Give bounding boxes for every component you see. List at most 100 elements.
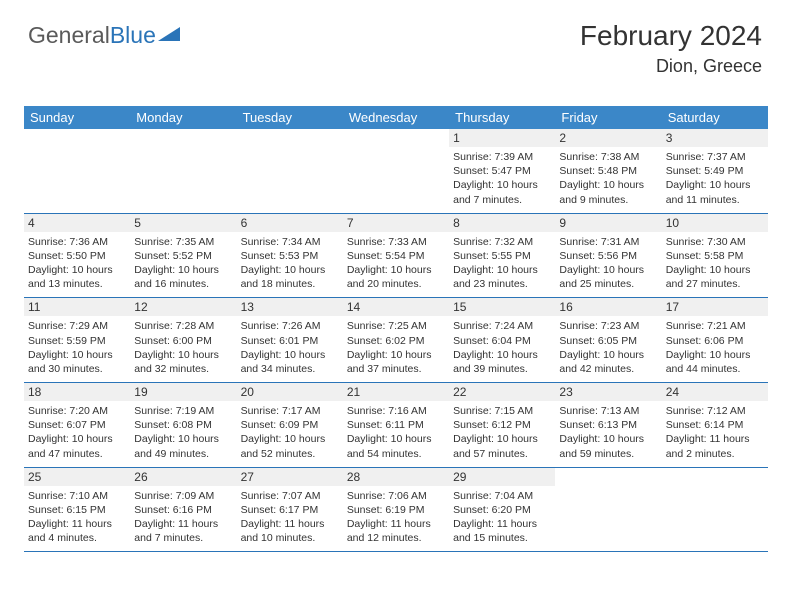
sunset-text: Sunset: 6:08 PM [134,418,232,432]
day-info: Sunrise: 7:31 AMSunset: 5:56 PMDaylight:… [559,235,657,292]
day-info: Sunrise: 7:33 AMSunset: 5:54 PMDaylight:… [347,235,445,292]
sunset-text: Sunset: 6:02 PM [347,334,445,348]
day-info: Sunrise: 7:39 AMSunset: 5:47 PMDaylight:… [453,150,551,207]
day-info: Sunrise: 7:15 AMSunset: 6:12 PMDaylight:… [453,404,551,461]
day-info: Sunrise: 7:37 AMSunset: 5:49 PMDaylight:… [666,150,764,207]
daylight-text: Daylight: 11 hours and 10 minutes. [241,517,339,545]
day-info: Sunrise: 7:25 AMSunset: 6:02 PMDaylight:… [347,319,445,376]
sunrise-text: Sunrise: 7:12 AM [666,404,764,418]
calendar-cell: 26Sunrise: 7:09 AMSunset: 6:16 PMDayligh… [130,468,236,552]
daylight-text: Daylight: 10 hours and 47 minutes. [28,432,126,460]
calendar-cell: 18 Sunrise: 7:20 AMSunset: 6:07 PMDayligh… [24,383,130,467]
sunset-text: Sunset: 6:14 PM [666,418,764,432]
calendar-cell: 9 Sunrise: 7:31 AMSunset: 5:56 PMDaylight… [555,214,661,298]
sunset-text: Sunset: 5:52 PM [134,249,232,263]
day-info: Sunrise: 7:26 AMSunset: 6:01 PMDaylight:… [241,319,339,376]
day-info: Sunrise: 7:13 AMSunset: 6:13 PMDaylight:… [559,404,657,461]
day-number: 13 [237,298,343,316]
day-info: Sunrise: 7:20 AMSunset: 6:07 PMDaylight:… [28,404,126,461]
day-number: 7 [343,214,449,232]
daylight-text: Daylight: 10 hours and 57 minutes. [453,432,551,460]
calendar-cell: 27 Sunrise: 7:07 AMSunset: 6:17 PMDayligh… [237,468,343,552]
day-info: Sunrise: 7:17 AMSunset: 6:09 PMDaylight:… [241,404,339,461]
week-row: 11 Sunrise: 7:29 AMSunset: 5:59 PMDayligh… [24,298,768,383]
logo-text-gray: General [28,22,110,49]
day-info: Sunrise: 7:32 AMSunset: 5:55 PMDaylight:… [453,235,551,292]
day-info: Sunrise: 7:29 AMSunset: 5:59 PMDaylight:… [28,319,126,376]
calendar-cell: 16Sunrise: 7:23 AMSunset: 6:05 PMDayligh… [555,298,661,382]
day-info: Sunrise: 7:28 AMSunset: 6:00 PMDaylight:… [134,319,232,376]
day-number: 18 [24,383,130,401]
sunrise-text: Sunrise: 7:35 AM [134,235,232,249]
calendar-cell: 14Sunrise: 7:25 AMSunset: 6:02 PMDayligh… [343,298,449,382]
daylight-text: Daylight: 11 hours and 4 minutes. [28,517,126,545]
day-info: Sunrise: 7:04 AMSunset: 6:20 PMDaylight:… [453,489,551,546]
sunrise-text: Sunrise: 7:36 AM [28,235,126,249]
daylight-text: Daylight: 11 hours and 15 minutes. [453,517,551,545]
calendar-cell: 2Sunrise: 7:38 AMSunset: 5:48 PMDaylight… [555,129,661,213]
daylight-text: Daylight: 10 hours and 27 minutes. [666,263,764,291]
logo: GeneralBlue [28,22,180,49]
header-right: February 2024 Dion, Greece [580,20,762,77]
day-info: Sunrise: 7:10 AMSunset: 6:15 PMDaylight:… [28,489,126,546]
day-number: 22 [449,383,555,401]
daylight-text: Daylight: 10 hours and 44 minutes. [666,348,764,376]
sunrise-text: Sunrise: 7:25 AM [347,319,445,333]
calendar-cell: 22 Sunrise: 7:15 AMSunset: 6:12 PMDayligh… [449,383,555,467]
calendar-cell: 23Sunrise: 7:13 AMSunset: 6:13 PMDayligh… [555,383,661,467]
daylight-text: Daylight: 10 hours and 23 minutes. [453,263,551,291]
sunrise-text: Sunrise: 7:37 AM [666,150,764,164]
daylight-text: Daylight: 10 hours and 32 minutes. [134,348,232,376]
week-row: 25 Sunrise: 7:10 AMSunset: 6:15 PMDayligh… [24,468,768,553]
calendar-cell: 20 Sunrise: 7:17 AMSunset: 6:09 PMDayligh… [237,383,343,467]
daylight-text: Daylight: 10 hours and 18 minutes. [241,263,339,291]
sunset-text: Sunset: 6:04 PM [453,334,551,348]
week-row: 4Sunrise: 7:36 AMSunset: 5:50 PMDaylight… [24,214,768,299]
sunset-text: Sunset: 6:00 PM [134,334,232,348]
weeks-container: 1Sunrise: 7:39 AMSunset: 5:47 PMDaylight… [24,129,768,552]
sunrise-text: Sunrise: 7:32 AM [453,235,551,249]
daylight-text: Daylight: 10 hours and 16 minutes. [134,263,232,291]
day-number: 25 [24,468,130,486]
calendar-cell [237,129,343,213]
calendar-cell [130,129,236,213]
day-number: 11 [24,298,130,316]
sunrise-text: Sunrise: 7:17 AM [241,404,339,418]
sunrise-text: Sunrise: 7:10 AM [28,489,126,503]
sunset-text: Sunset: 6:16 PM [134,503,232,517]
sunset-text: Sunset: 5:55 PM [453,249,551,263]
daylight-text: Daylight: 10 hours and 20 minutes. [347,263,445,291]
day-number: 24 [662,383,768,401]
calendar-cell: 21Sunrise: 7:16 AMSunset: 6:11 PMDayligh… [343,383,449,467]
calendar-cell [343,129,449,213]
calendar-cell [662,468,768,552]
day-info: Sunrise: 7:23 AMSunset: 6:05 PMDaylight:… [559,319,657,376]
sunrise-text: Sunrise: 7:21 AM [666,319,764,333]
sunrise-text: Sunrise: 7:06 AM [347,489,445,503]
sunrise-text: Sunrise: 7:13 AM [559,404,657,418]
sunset-text: Sunset: 6:05 PM [559,334,657,348]
daylight-text: Daylight: 10 hours and 11 minutes. [666,178,764,206]
sunset-text: Sunset: 6:12 PM [453,418,551,432]
day-number: 2 [555,129,661,147]
calendar-cell [24,129,130,213]
location: Dion, Greece [580,56,762,77]
calendar-cell: 19Sunrise: 7:19 AMSunset: 6:08 PMDayligh… [130,383,236,467]
day-number: 19 [130,383,236,401]
daylight-text: Daylight: 10 hours and 25 minutes. [559,263,657,291]
daylight-text: Daylight: 11 hours and 7 minutes. [134,517,232,545]
day-info: Sunrise: 7:07 AMSunset: 6:17 PMDaylight:… [241,489,339,546]
sunset-text: Sunset: 6:01 PM [241,334,339,348]
day-number: 6 [237,214,343,232]
sunset-text: Sunset: 5:47 PM [453,164,551,178]
day-number: 27 [237,468,343,486]
logo-triangle-icon [158,25,180,46]
sunrise-text: Sunrise: 7:16 AM [347,404,445,418]
calendar: Sunday Monday Tuesday Wednesday Thursday… [24,106,768,552]
day-number: 20 [237,383,343,401]
day-header-sat: Saturday [662,106,768,129]
day-number: 15 [449,298,555,316]
day-number: 26 [130,468,236,486]
sunrise-text: Sunrise: 7:31 AM [559,235,657,249]
day-number: 9 [555,214,661,232]
